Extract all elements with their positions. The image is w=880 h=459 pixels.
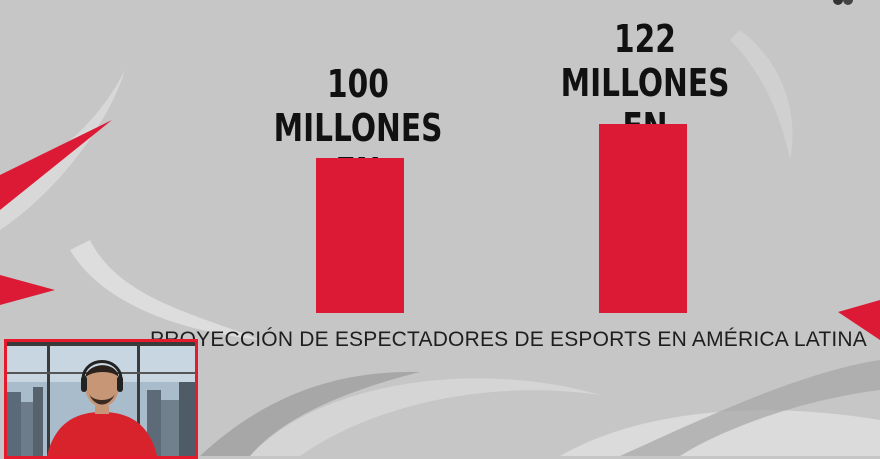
bg-swirl-dark — [200, 371, 420, 456]
chart-title: PROYECCIÓN DE ESPECTADORES DE ESPORTS EN… — [150, 328, 867, 351]
presenter-webcam — [4, 339, 198, 459]
bar-label-2022: 100 MILLONES EN 2022 — [255, 62, 461, 238]
bg-swirl-dark — [620, 360, 880, 456]
bar-2024 — [599, 123, 687, 313]
bg-swirl-light — [730, 30, 793, 160]
bg-swirl-light — [70, 240, 260, 340]
bar-label-2022-line1: 100 MILLONES EN — [273, 62, 443, 194]
bg-red-shard — [0, 120, 112, 210]
bg-swirl-light — [250, 378, 600, 456]
corner-control-icon[interactable] — [832, 0, 872, 8]
presenter-video-icon — [7, 342, 195, 456]
bg-red-shard — [0, 275, 55, 305]
bg-red-shard — [838, 300, 880, 340]
bar-2022 — [316, 158, 404, 313]
